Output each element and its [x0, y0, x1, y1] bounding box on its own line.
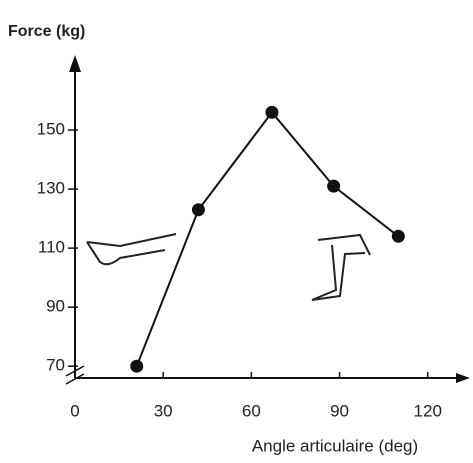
data-point: [191, 203, 205, 217]
data-point: [327, 179, 341, 193]
x-tick-label: 120: [414, 401, 442, 420]
x-tick-label: 0: [70, 401, 79, 420]
data-point: [265, 105, 279, 119]
leg-icon: [311, 233, 371, 301]
data-line: [135, 110, 399, 367]
y-tick-label: 110: [38, 238, 65, 257]
x-tick-label: 90: [330, 401, 349, 420]
data-point: [130, 359, 144, 373]
y-tick-label: 130: [37, 179, 65, 198]
leg-icon: [86, 233, 177, 266]
x-tick-label: 60: [242, 401, 261, 420]
y-tick-label: 70: [46, 356, 65, 375]
data-point: [391, 229, 405, 243]
y-tick-label: 150: [37, 120, 65, 139]
y-arrow: [69, 55, 81, 72]
axes: [65, 55, 470, 385]
y-tick-label: 90: [46, 297, 65, 316]
x-axis-label: Angle articulaire (deg): [252, 436, 418, 455]
axis-break: [65, 365, 85, 385]
x-arrow: [456, 373, 470, 383]
x-tick-label: 30: [154, 401, 173, 420]
chart-title: Force (kg): [8, 23, 85, 40]
